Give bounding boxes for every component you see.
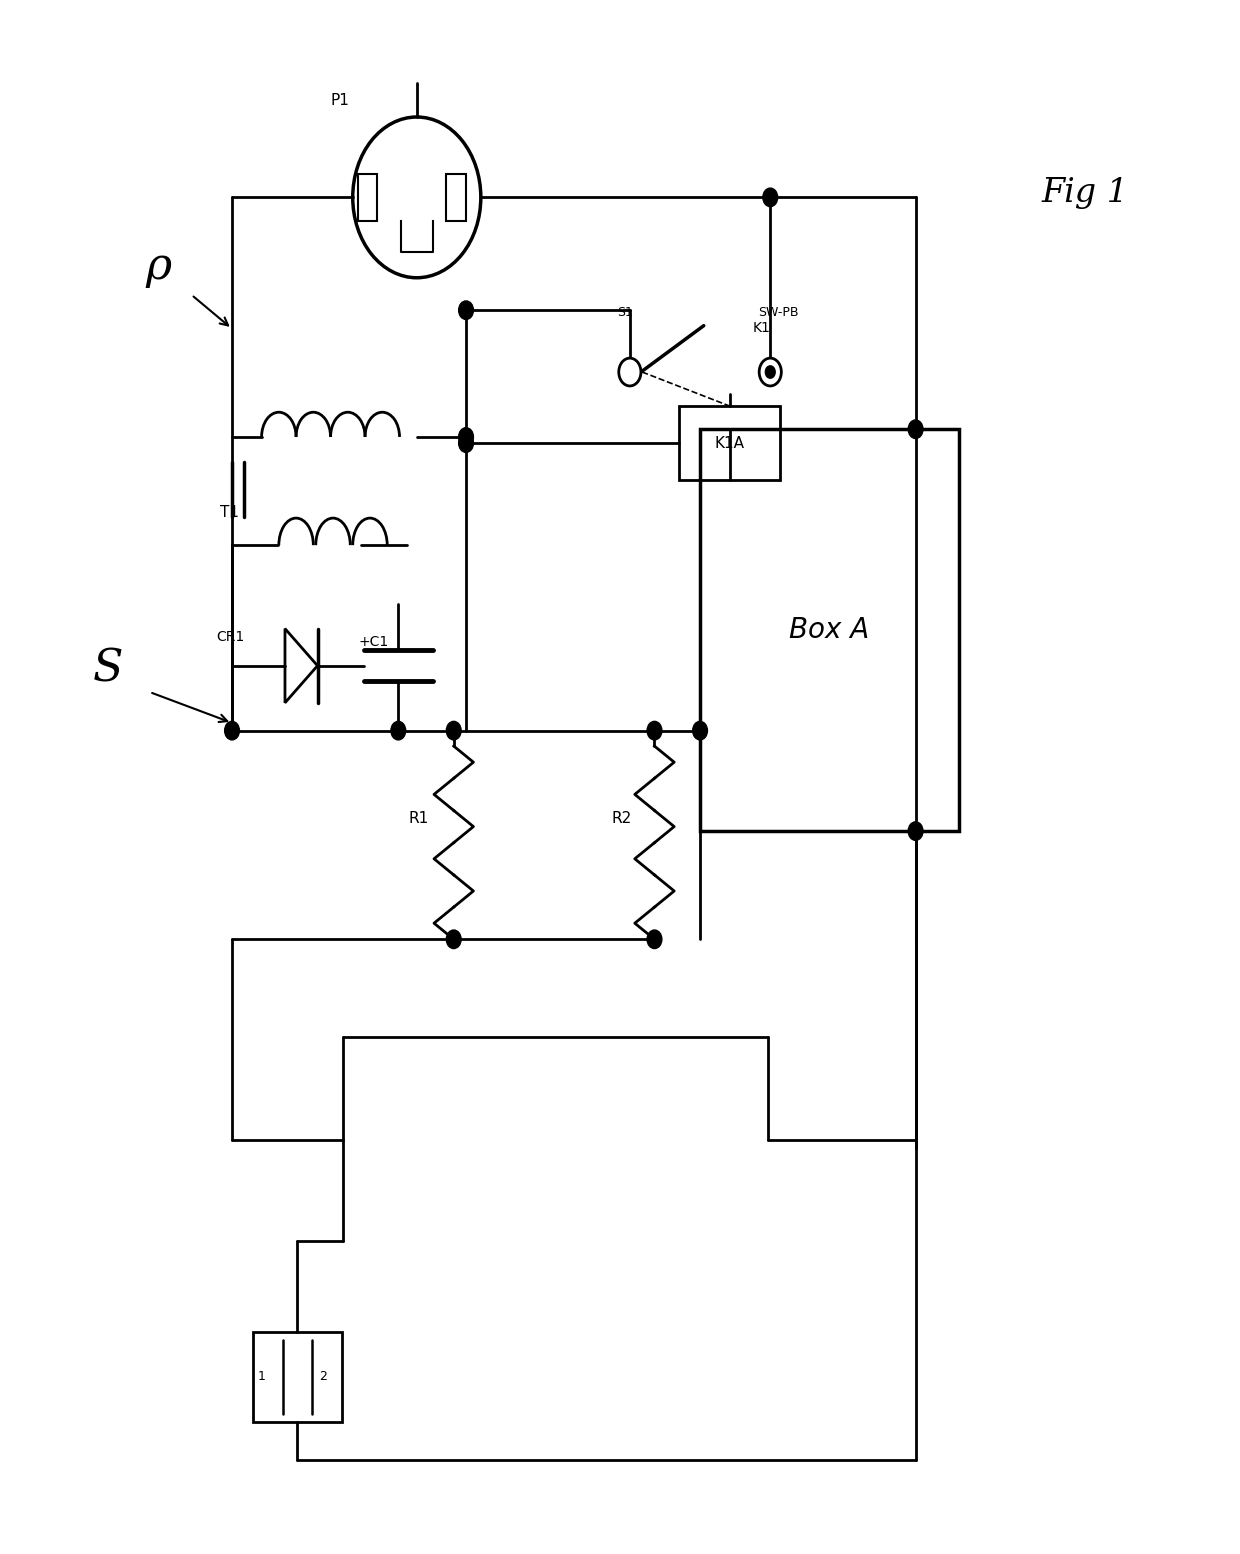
Circle shape bbox=[391, 721, 405, 740]
Text: +C1: +C1 bbox=[358, 634, 389, 648]
Circle shape bbox=[759, 357, 781, 385]
Text: S1: S1 bbox=[618, 306, 634, 320]
Text: SW-PB: SW-PB bbox=[758, 306, 799, 320]
Text: Fig 1: Fig 1 bbox=[1042, 177, 1128, 208]
Text: CR1: CR1 bbox=[216, 629, 244, 643]
Bar bbox=[253, 1332, 342, 1422]
Bar bbox=[701, 429, 959, 831]
Circle shape bbox=[459, 301, 474, 320]
Text: T1: T1 bbox=[219, 505, 239, 521]
Circle shape bbox=[908, 822, 923, 841]
Text: 2: 2 bbox=[320, 1371, 327, 1383]
Text: Box A: Box A bbox=[789, 617, 869, 645]
Circle shape bbox=[224, 721, 239, 740]
Circle shape bbox=[459, 434, 474, 452]
Circle shape bbox=[693, 721, 708, 740]
Circle shape bbox=[908, 420, 923, 438]
Text: ρ: ρ bbox=[146, 246, 172, 289]
Text: K1A: K1A bbox=[714, 435, 744, 451]
Circle shape bbox=[619, 357, 641, 385]
Bar bbox=[446, 174, 466, 221]
Circle shape bbox=[647, 721, 662, 740]
Circle shape bbox=[446, 721, 461, 740]
Bar bbox=[680, 406, 780, 480]
Text: P1: P1 bbox=[331, 93, 350, 107]
Text: K1: K1 bbox=[753, 320, 771, 334]
Circle shape bbox=[446, 929, 461, 948]
Circle shape bbox=[459, 427, 474, 446]
Circle shape bbox=[765, 365, 775, 378]
Text: 1: 1 bbox=[258, 1371, 265, 1383]
Circle shape bbox=[763, 188, 777, 207]
Text: R2: R2 bbox=[611, 811, 631, 827]
Circle shape bbox=[647, 929, 662, 948]
Text: R1: R1 bbox=[408, 811, 428, 827]
Text: S: S bbox=[93, 646, 123, 690]
Polygon shape bbox=[285, 629, 317, 702]
Bar bbox=[357, 174, 377, 221]
